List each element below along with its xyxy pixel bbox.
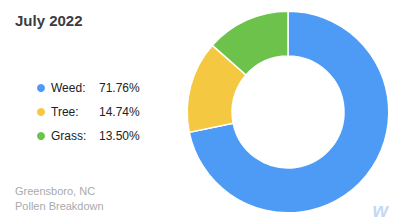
svg-text:Greensboro, NC: Greensboro, NC [15, 185, 95, 197]
svg-text:Tree:: Tree: [51, 105, 79, 119]
svg-text:71.76%: 71.76% [99, 81, 140, 95]
svg-text:14.74%: 14.74% [99, 105, 140, 119]
svg-text:Pollen Breakdown: Pollen Breakdown [15, 200, 104, 212]
svg-text:w: w [372, 199, 389, 221]
svg-text:Weed:: Weed: [51, 81, 85, 95]
svg-text:July 2022: July 2022 [15, 12, 83, 29]
svg-text:13.50%: 13.50% [99, 129, 140, 143]
svg-text:Grass:: Grass: [51, 129, 86, 143]
